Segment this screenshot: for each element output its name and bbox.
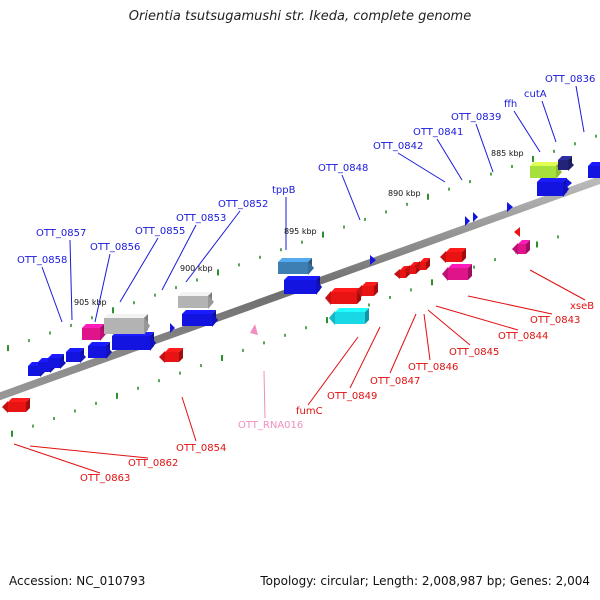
genome-summary-text: Topology: circular; Length: 2,008,987 bp… [260,574,590,588]
scale-label-890: 890 kbp [388,189,421,198]
gene-label-xseB: xseB [570,301,594,312]
gene-label-cutA: cutA [524,89,547,100]
gene-block-cutA [530,162,562,179]
forward-gene-labels: OTT_0858 OTT_0857 OTT_0856 OTT_0855 OTT_… [17,74,595,266]
leader-OTT_0841 [436,138,463,181]
accession-text: Accession: NC_010793 [9,574,146,588]
gene-label-OTT_0862: OTT_0862 [128,458,178,469]
leader-OTT_0849 [349,326,381,389]
gene-label-OTT_0844: OTT_0844 [498,331,548,342]
gene-arrow-fwd [566,178,572,188]
gene-label-OTT_RNA016: OTT_RNA016 [238,420,303,431]
gene-block-fwd-gray [178,292,214,309]
leader-OTT_0855 [119,237,159,303]
leader-OTT_0845 [427,309,471,346]
leader-cutA [541,100,557,143]
gene-label-OTT_0854: OTT_0854 [176,443,226,454]
gene-block-tppB [278,258,314,275]
gene-block-rev [414,258,430,271]
gene-arrow-rna [250,324,258,335]
gene-block-fwd [182,310,218,327]
scale-ticks [7,134,597,437]
gene-label-OTT_0839: OTT_0839 [451,112,501,123]
scale-label-905: 905 kbp [74,298,107,307]
gene-block-fwd-gray [104,314,150,335]
gene-label-OTT_0846: OTT_0846 [408,362,458,373]
leader-OTT_0863 [13,443,101,474]
gene-label-OTT_0841: OTT_0841 [413,127,463,138]
gene-block-fwd [588,162,600,178]
leader-OTT_0843 [467,295,553,315]
leader-OTT_0856 [94,253,111,323]
leader-OTT_RNA016 [263,370,266,419]
gene-block-fwd [48,354,66,369]
leader-OTT_0839 [475,123,494,173]
gene-label-OTT_0849: OTT_0849 [327,391,377,402]
leader-OTT_0842 [397,152,446,183]
gene-block-rev [440,248,466,263]
leader-OTT_0854 [181,396,197,442]
leader-OTT_0848 [341,174,361,221]
leader-OTT_0858 [41,266,63,323]
gene-label-OTT_0857: OTT_0857 [36,228,86,239]
gene-features [2,156,600,413]
leader-OTT_0852 [185,210,241,283]
scale-label-895: 895 kbp [284,227,317,236]
leader-OTT_0846 [423,313,431,361]
scale-label-885: 885 kbp [491,149,524,158]
leader-OTT_0862 [29,445,149,459]
gene-block-fwd [537,178,569,197]
gene-label-OTT_0842: OTT_0842 [373,141,423,152]
leader-xseB [529,269,586,301]
gene-label-tppB: tppB [272,185,296,196]
leader-OTT_0857 [69,239,73,321]
gene-arrow-fwd [170,323,175,333]
gene-arrow-fwd [473,212,478,222]
gene-arrow-fwd [370,255,376,265]
leader-OTT_0853 [161,224,197,291]
scale-label-900: 900 kbp [180,264,213,273]
gene-block-fwd [284,276,322,295]
gene-block-fwd [66,348,86,363]
gene-label-OTT_0856: OTT_0856 [90,242,140,253]
gene-label-fumC: fumC [296,406,323,417]
leader-fumC [307,336,359,406]
gene-label-OTT_0855: OTT_0855 [135,226,185,237]
leader-OTT_0847 [389,313,417,374]
gene-block-rev [159,348,183,363]
gene-block-rev-magenta [442,264,472,281]
label-leader-lines [13,85,586,474]
gene-label-OTT_0836: OTT_0836 [545,74,595,85]
gene-arrow-rev [514,227,520,237]
map-title: Orientia tsutsugamushi str. Ikeda, compl… [128,9,472,24]
gene-block-rev [325,288,361,305]
gene-block-fumC [329,308,369,325]
gene-block-fwd-navy [558,156,574,171]
gene-block-fwd [88,342,112,359]
gene-block-rev-magenta [512,240,530,255]
leader-OTT_0844 [435,305,519,331]
leader-ffh [513,110,541,153]
gene-label-OTT_0852: OTT_0852 [218,199,268,210]
gene-label-OTT_0863: OTT_0863 [80,473,130,484]
gene-label-OTT_0858: OTT_0858 [17,255,67,266]
gene-label-OTT_0845: OTT_0845 [449,347,499,358]
gene-label-OTT_0848: OTT_0848 [318,163,368,174]
gene-block-fwd-magenta [82,324,106,341]
gene-block-rev [2,398,30,413]
gene-arrow-fwd [465,216,470,226]
scale-labels: 905 kbp 900 kbp 895 kbp 890 kbp 885 kbp [74,149,524,307]
gene-block-fwd [112,332,156,351]
gene-block-rev [356,282,378,297]
reverse-gene-labels: OTT_0863 OTT_0862 OTT_0854 OTT_RNA016 fu… [80,301,594,484]
gene-label-OTT_0843: OTT_0843 [530,315,580,326]
leader-OTT_0836 [575,85,585,133]
gene-label-OTT_0853: OTT_0853 [176,213,226,224]
gene-label-OTT_0847: OTT_0847 [370,376,420,387]
gene-label-ffh: ffh [504,99,517,110]
gene-arrow-fwd [507,202,513,212]
